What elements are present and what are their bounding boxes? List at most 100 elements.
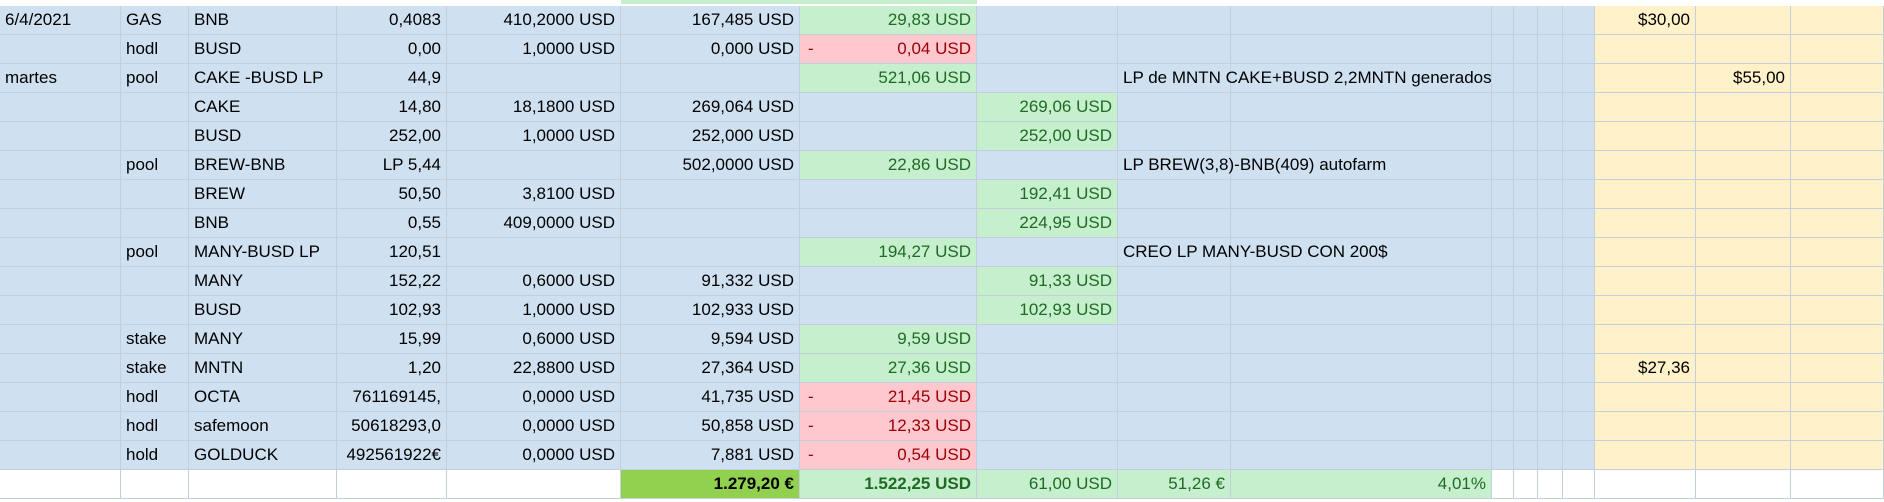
cell-sub[interactable]: 269,06 USD <box>977 93 1118 122</box>
total-e10[interactable] <box>1492 470 1514 499</box>
cell-e13[interactable] <box>1563 412 1595 441</box>
cell-e9[interactable] <box>1231 209 1492 238</box>
cell-e10[interactable] <box>1492 35 1514 64</box>
cell-value[interactable]: 502,0000 USD <box>621 151 800 180</box>
cell-usd[interactable] <box>1595 180 1696 209</box>
cell-sub[interactable] <box>977 441 1118 470</box>
cell-e11[interactable] <box>1514 412 1538 441</box>
cell-pl[interactable]: - 12,33 USD <box>800 412 977 441</box>
cell-e16[interactable] <box>1791 64 1884 93</box>
cell-pl[interactable]: 29,83 USD <box>800 6 977 35</box>
cell-qty[interactable]: 120,51 <box>337 238 447 267</box>
cell-type[interactable] <box>121 180 189 209</box>
cell-usd2[interactable] <box>1696 267 1791 296</box>
cell-usd2[interactable] <box>1696 6 1791 35</box>
cell-e13[interactable] <box>1563 209 1595 238</box>
cell-qty[interactable]: 50,50 <box>337 180 447 209</box>
cell-type[interactable]: hold <box>121 441 189 470</box>
cell-qty[interactable]: 14,80 <box>337 93 447 122</box>
total-date[interactable] <box>0 470 121 499</box>
cell-date[interactable]: martes <box>0 64 121 93</box>
cell-type[interactable]: hodl <box>121 412 189 441</box>
cell-usd[interactable] <box>1595 383 1696 412</box>
cell-usd[interactable] <box>1595 64 1696 93</box>
cell-e10[interactable] <box>1492 151 1514 180</box>
cell-price[interactable]: 1,0000 USD <box>447 296 621 325</box>
cell-e13[interactable] <box>1563 180 1595 209</box>
total-pl[interactable]: 1.522,25 USD <box>800 470 977 499</box>
cell-qty[interactable]: 0,55 <box>337 209 447 238</box>
cell-type[interactable]: pool <box>121 151 189 180</box>
cell-usd[interactable] <box>1595 267 1696 296</box>
cell-pl[interactable]: 194,27 USD <box>800 238 977 267</box>
cell-pl[interactable]: 9,59 USD <box>800 325 977 354</box>
cell-sub[interactable]: 91,33 USD <box>977 267 1118 296</box>
cell-asset[interactable]: BREW-BNB <box>189 151 337 180</box>
cell-e13[interactable] <box>1563 35 1595 64</box>
cell-qty[interactable]: 0,4083 <box>337 6 447 35</box>
cell-e16[interactable] <box>1791 180 1884 209</box>
cell-asset[interactable]: MANY-BUSD LP <box>189 238 337 267</box>
cell-note[interactable] <box>1118 93 1231 122</box>
cell-e16[interactable] <box>1791 122 1884 151</box>
cell-qty[interactable]: 15,99 <box>337 325 447 354</box>
cell-e10[interactable] <box>1492 238 1514 267</box>
cell-e13[interactable] <box>1563 354 1595 383</box>
cell-type[interactable]: stake <box>121 354 189 383</box>
cell-e13[interactable] <box>1563 64 1595 93</box>
cell-usd2[interactable] <box>1696 35 1791 64</box>
cell-e10[interactable] <box>1492 209 1514 238</box>
cell-e12[interactable] <box>1538 180 1563 209</box>
cell-usd2[interactable] <box>1696 412 1791 441</box>
cell-asset[interactable]: BUSD <box>189 35 337 64</box>
cell-note[interactable] <box>1118 412 1231 441</box>
cell-value[interactable]: 102,933 USD <box>621 296 800 325</box>
cell-e9[interactable] <box>1231 35 1492 64</box>
cell-e10[interactable] <box>1492 383 1514 412</box>
cell-value[interactable] <box>621 64 800 93</box>
cell-e16[interactable] <box>1791 383 1884 412</box>
cell-value[interactable]: 41,735 USD <box>621 383 800 412</box>
cell-e12[interactable] <box>1538 93 1563 122</box>
cell-note[interactable] <box>1118 441 1231 470</box>
cell-price[interactable] <box>447 64 621 93</box>
cell-asset[interactable]: BNB <box>189 209 337 238</box>
cell-sub[interactable]: 192,41 USD <box>977 180 1118 209</box>
cell-e9[interactable] <box>1231 238 1492 267</box>
cell-asset[interactable]: BREW <box>189 180 337 209</box>
cell-note[interactable] <box>1118 122 1231 151</box>
total-sub[interactable]: 61,00 USD <box>977 470 1118 499</box>
cell-qty[interactable]: 252,00 <box>337 122 447 151</box>
cell-asset[interactable]: OCTA <box>189 383 337 412</box>
cell-e16[interactable] <box>1791 267 1884 296</box>
cell-e11[interactable] <box>1514 325 1538 354</box>
cell-asset[interactable]: CAKE -BUSD LP <box>189 64 337 93</box>
cell-usd2[interactable] <box>1696 180 1791 209</box>
cell-pl[interactable]: - 0,04 USD <box>800 35 977 64</box>
cell-usd2[interactable] <box>1696 209 1791 238</box>
cell-pl[interactable]: 22,86 USD <box>800 151 977 180</box>
cell-type[interactable]: pool <box>121 238 189 267</box>
cell-sub[interactable]: 224,95 USD <box>977 209 1118 238</box>
cell-sub[interactable] <box>977 412 1118 441</box>
cell-usd[interactable] <box>1595 151 1696 180</box>
cell-e10[interactable] <box>1492 180 1514 209</box>
total-e16[interactable] <box>1791 470 1884 499</box>
cell-asset[interactable]: BUSD <box>189 122 337 151</box>
cell-e13[interactable] <box>1563 238 1595 267</box>
total-e13[interactable] <box>1563 470 1595 499</box>
cell-usd[interactable] <box>1595 296 1696 325</box>
cell-e12[interactable] <box>1538 209 1563 238</box>
cell-pl[interactable]: 521,06 USD <box>800 64 977 93</box>
total-type[interactable] <box>121 470 189 499</box>
cell-e9[interactable] <box>1231 412 1492 441</box>
cell-e10[interactable] <box>1492 64 1514 93</box>
cell-usd[interactable] <box>1595 412 1696 441</box>
cell-e16[interactable] <box>1791 93 1884 122</box>
cell-value[interactable]: 91,332 USD <box>621 267 800 296</box>
cell-price[interactable]: 3,8100 USD <box>447 180 621 209</box>
total-usd2[interactable] <box>1696 470 1791 499</box>
cell-e10[interactable] <box>1492 122 1514 151</box>
cell-e13[interactable] <box>1563 6 1595 35</box>
cell-e11[interactable] <box>1514 35 1538 64</box>
